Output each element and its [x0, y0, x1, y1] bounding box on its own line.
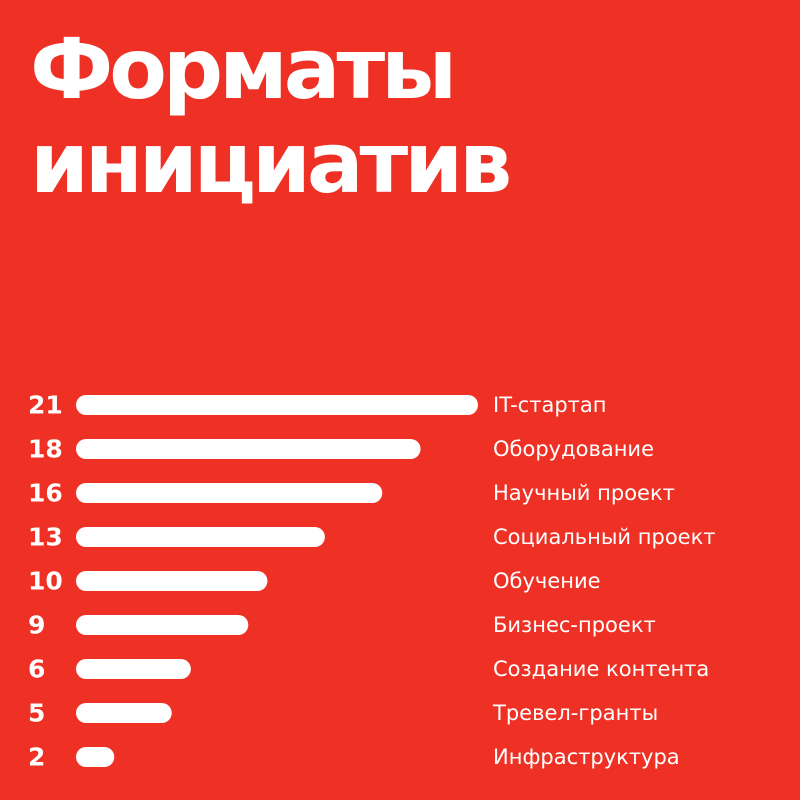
bar [76, 747, 115, 767]
bar [76, 571, 268, 591]
category-label: Обучение [493, 569, 601, 593]
category-label: Научный проект [493, 481, 675, 505]
bar-value-label: 21 [28, 391, 63, 420]
bar-value-label: 13 [28, 523, 63, 552]
bar-value-label: 6 [28, 655, 45, 684]
bar-value-label: 16 [28, 479, 63, 508]
title-line-1: Форматы [30, 20, 457, 118]
category-label: Тревел-гранты [492, 701, 658, 725]
title-line-2: инициатив [30, 114, 512, 212]
bar [76, 615, 249, 635]
bar-value-label: 18 [28, 435, 63, 464]
category-label: Социальный проект [493, 525, 716, 549]
bar [76, 439, 421, 459]
bar [76, 527, 325, 547]
category-label: Оборудование [493, 437, 654, 461]
bar-value-label: 9 [28, 611, 45, 640]
bar [76, 703, 172, 723]
bar [76, 395, 478, 415]
category-label: Инфраструктура [493, 745, 680, 769]
category-label: Бизнес-проект [493, 613, 656, 637]
page-title: Форматы инициатив [30, 20, 512, 212]
bar [76, 659, 191, 679]
category-label: Создание контента [493, 657, 709, 681]
bar [76, 483, 383, 503]
category-label: IT-стартап [493, 393, 606, 417]
bar-value-label: 10 [28, 567, 63, 596]
bar-value-label: 5 [28, 699, 45, 728]
bar-value-label: 2 [28, 743, 45, 772]
